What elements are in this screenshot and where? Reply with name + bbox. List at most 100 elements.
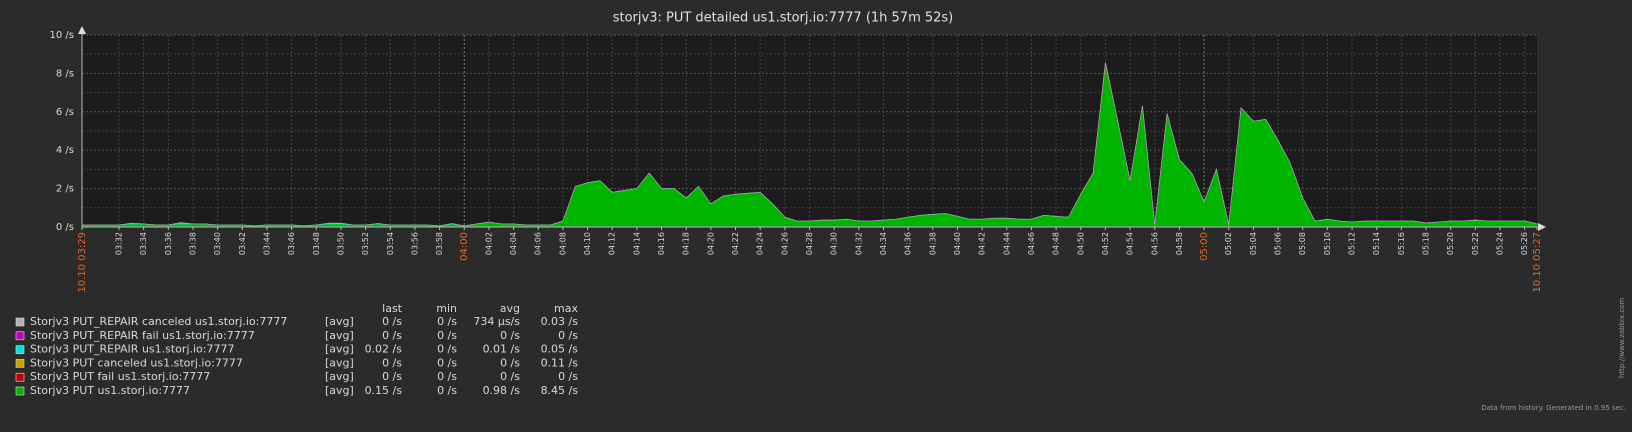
x-tick-label: 03:36 bbox=[164, 232, 173, 255]
x-tick-label: 10.10 05:27 bbox=[1532, 232, 1543, 293]
legend-stat: 0 /s bbox=[437, 356, 457, 369]
x-tick-label: 05:12 bbox=[1348, 232, 1357, 255]
x-tick-label: 04:20 bbox=[706, 232, 715, 255]
legend-stat: 0 /s bbox=[500, 356, 520, 369]
legend-label: Storjv3 PUT fail us1.storj.io:7777 bbox=[30, 370, 210, 383]
x-tick-label: 03:32 bbox=[114, 232, 123, 255]
x-tick-label: 04:16 bbox=[657, 232, 666, 255]
y-tick-label: 6 /s bbox=[56, 107, 74, 118]
legend-header: last bbox=[382, 302, 403, 315]
x-tick-label: 04:50 bbox=[1076, 232, 1085, 255]
x-tick-label: 03:34 bbox=[139, 232, 148, 255]
legend-swatch bbox=[15, 386, 25, 396]
x-tick-label: 04:42 bbox=[978, 232, 987, 255]
legend-stat: 0.11 /s bbox=[541, 356, 579, 369]
x-tick-label: 04:26 bbox=[780, 232, 789, 255]
legend-swatch bbox=[15, 359, 25, 368]
x-tick-label: 05:24 bbox=[1496, 232, 1505, 255]
legend-label: Storjv3 PUT_REPAIR us1.storj.io:7777 bbox=[30, 343, 234, 356]
legend-func: [avg] bbox=[325, 356, 354, 369]
x-tick-label: 05:20 bbox=[1446, 232, 1455, 255]
x-tick-label: 04:56 bbox=[1150, 232, 1159, 255]
area bbox=[82, 62, 1538, 227]
x-tick-label: 04:24 bbox=[756, 232, 765, 255]
side-note: http://www.zabbix.com bbox=[1618, 298, 1626, 378]
legend-swatch bbox=[15, 331, 25, 341]
x-tick-label: 04:54 bbox=[1126, 232, 1135, 255]
legend-swatch bbox=[15, 317, 25, 327]
legend-stat: 0 /s bbox=[437, 370, 457, 383]
x-tick-label: 05:22 bbox=[1471, 232, 1480, 255]
x-tick-label: 05:04 bbox=[1249, 232, 1258, 255]
legend-func: [avg] bbox=[325, 384, 354, 397]
legend-stat: 0.02 /s bbox=[365, 343, 403, 356]
x-tick-label: 04:10 bbox=[583, 232, 592, 255]
x-tick-label: 04:00 bbox=[459, 232, 470, 261]
legend-func: [avg] bbox=[325, 315, 354, 328]
x-tick-label: 03:40 bbox=[213, 232, 222, 255]
legend-stat: 8.45 /s bbox=[541, 384, 579, 397]
x-tick-label: 04:18 bbox=[682, 232, 691, 255]
x-tick-label: 04:48 bbox=[1052, 232, 1061, 255]
x-tick-label: 04:46 bbox=[1027, 232, 1036, 255]
x-tick-label: 05:02 bbox=[1224, 232, 1233, 255]
x-tick-label: 03:44 bbox=[262, 232, 271, 255]
x-tick-label: 04:28 bbox=[805, 232, 814, 255]
y-arrow bbox=[78, 26, 86, 34]
legend: last min avg max Storjv3 PUT_REPAIR canceled… bbox=[15, 302, 579, 397]
legend-stat: 0 /s bbox=[558, 370, 578, 383]
legend-stat: 0 /s bbox=[382, 356, 402, 369]
x-tick-label: 10.10 03:29 bbox=[77, 232, 88, 293]
x-tick-label: 04:12 bbox=[608, 232, 617, 255]
y-tick-label: 2 /s bbox=[56, 184, 74, 195]
legend-stat: 0.05 /s bbox=[541, 343, 579, 356]
legend-stat: 0 /s bbox=[437, 315, 457, 328]
legend-stat: 0.98 /s bbox=[483, 384, 521, 397]
legend-label: Storjv3 PUT us1.storj.io:7777 bbox=[30, 384, 190, 397]
axes bbox=[78, 26, 1546, 231]
legend-label: Storjv3 PUT_REPAIR canceled us1.storj.io… bbox=[30, 315, 287, 328]
legend-label: Storjv3 PUT canceled us1.storj.io:7777 bbox=[30, 356, 243, 369]
y-tick-label: 8 /s bbox=[56, 68, 74, 79]
legend-swatch bbox=[15, 372, 25, 382]
x-tick-label: 05:26 bbox=[1520, 232, 1529, 255]
legend-swatch bbox=[15, 345, 25, 354]
x-tick-label: 04:02 bbox=[484, 232, 493, 255]
x-tick-label: 03:46 bbox=[287, 232, 296, 255]
legend-stat: 0 /s bbox=[382, 370, 402, 383]
y-tick-label: 4 /s bbox=[56, 145, 74, 156]
legend-stat: 0 /s bbox=[500, 329, 520, 342]
legend-stat: 0.01 /s bbox=[483, 343, 521, 356]
legend-stat: 0 /s bbox=[500, 370, 520, 383]
x-tick-label: 04:06 bbox=[534, 232, 543, 255]
x-tick-label: 03:56 bbox=[410, 232, 419, 255]
x-tick-label: 04:04 bbox=[509, 232, 518, 255]
x-tick-label: 03:54 bbox=[386, 232, 395, 255]
x-tick-label: 03:58 bbox=[435, 232, 444, 255]
legend-header: avg bbox=[500, 302, 520, 315]
legend-stat: 0 /s bbox=[382, 329, 402, 342]
legend-stat: 0 /s bbox=[382, 315, 402, 328]
x-tick-label: 04:34 bbox=[879, 232, 888, 255]
x-tick-label: 04:44 bbox=[1002, 232, 1011, 255]
legend-func: [avg] bbox=[325, 343, 354, 356]
x-tick-label: 04:30 bbox=[830, 232, 839, 255]
legend-stat: 0 /s bbox=[437, 329, 457, 342]
x-tick-label: 05:14 bbox=[1372, 232, 1381, 255]
legend-stat: 0 /s bbox=[558, 329, 578, 342]
x-tick-label: 05:06 bbox=[1274, 232, 1283, 255]
footer: Data from history. Generated in 0.95 sec… bbox=[1481, 404, 1626, 412]
legend-func: [avg] bbox=[325, 370, 354, 383]
y-tick-label: 0 /s bbox=[56, 222, 74, 233]
x-tick-label: 03:50 bbox=[336, 232, 345, 255]
y-tick-label: 10 /s bbox=[50, 30, 74, 41]
legend-stat: 0.15 /s bbox=[365, 384, 403, 397]
x-tick-label: 05:10 bbox=[1323, 232, 1332, 255]
x-tick-label: 04:14 bbox=[632, 232, 641, 255]
legend-stat: 0 /s bbox=[437, 384, 457, 397]
x-tick-label: 04:08 bbox=[558, 232, 567, 255]
x-tick-label: 04:22 bbox=[731, 232, 740, 255]
legend-header: max bbox=[554, 302, 578, 315]
chart-title: storjv3: PUT detailed us1.storj.io:7777 … bbox=[613, 11, 954, 26]
